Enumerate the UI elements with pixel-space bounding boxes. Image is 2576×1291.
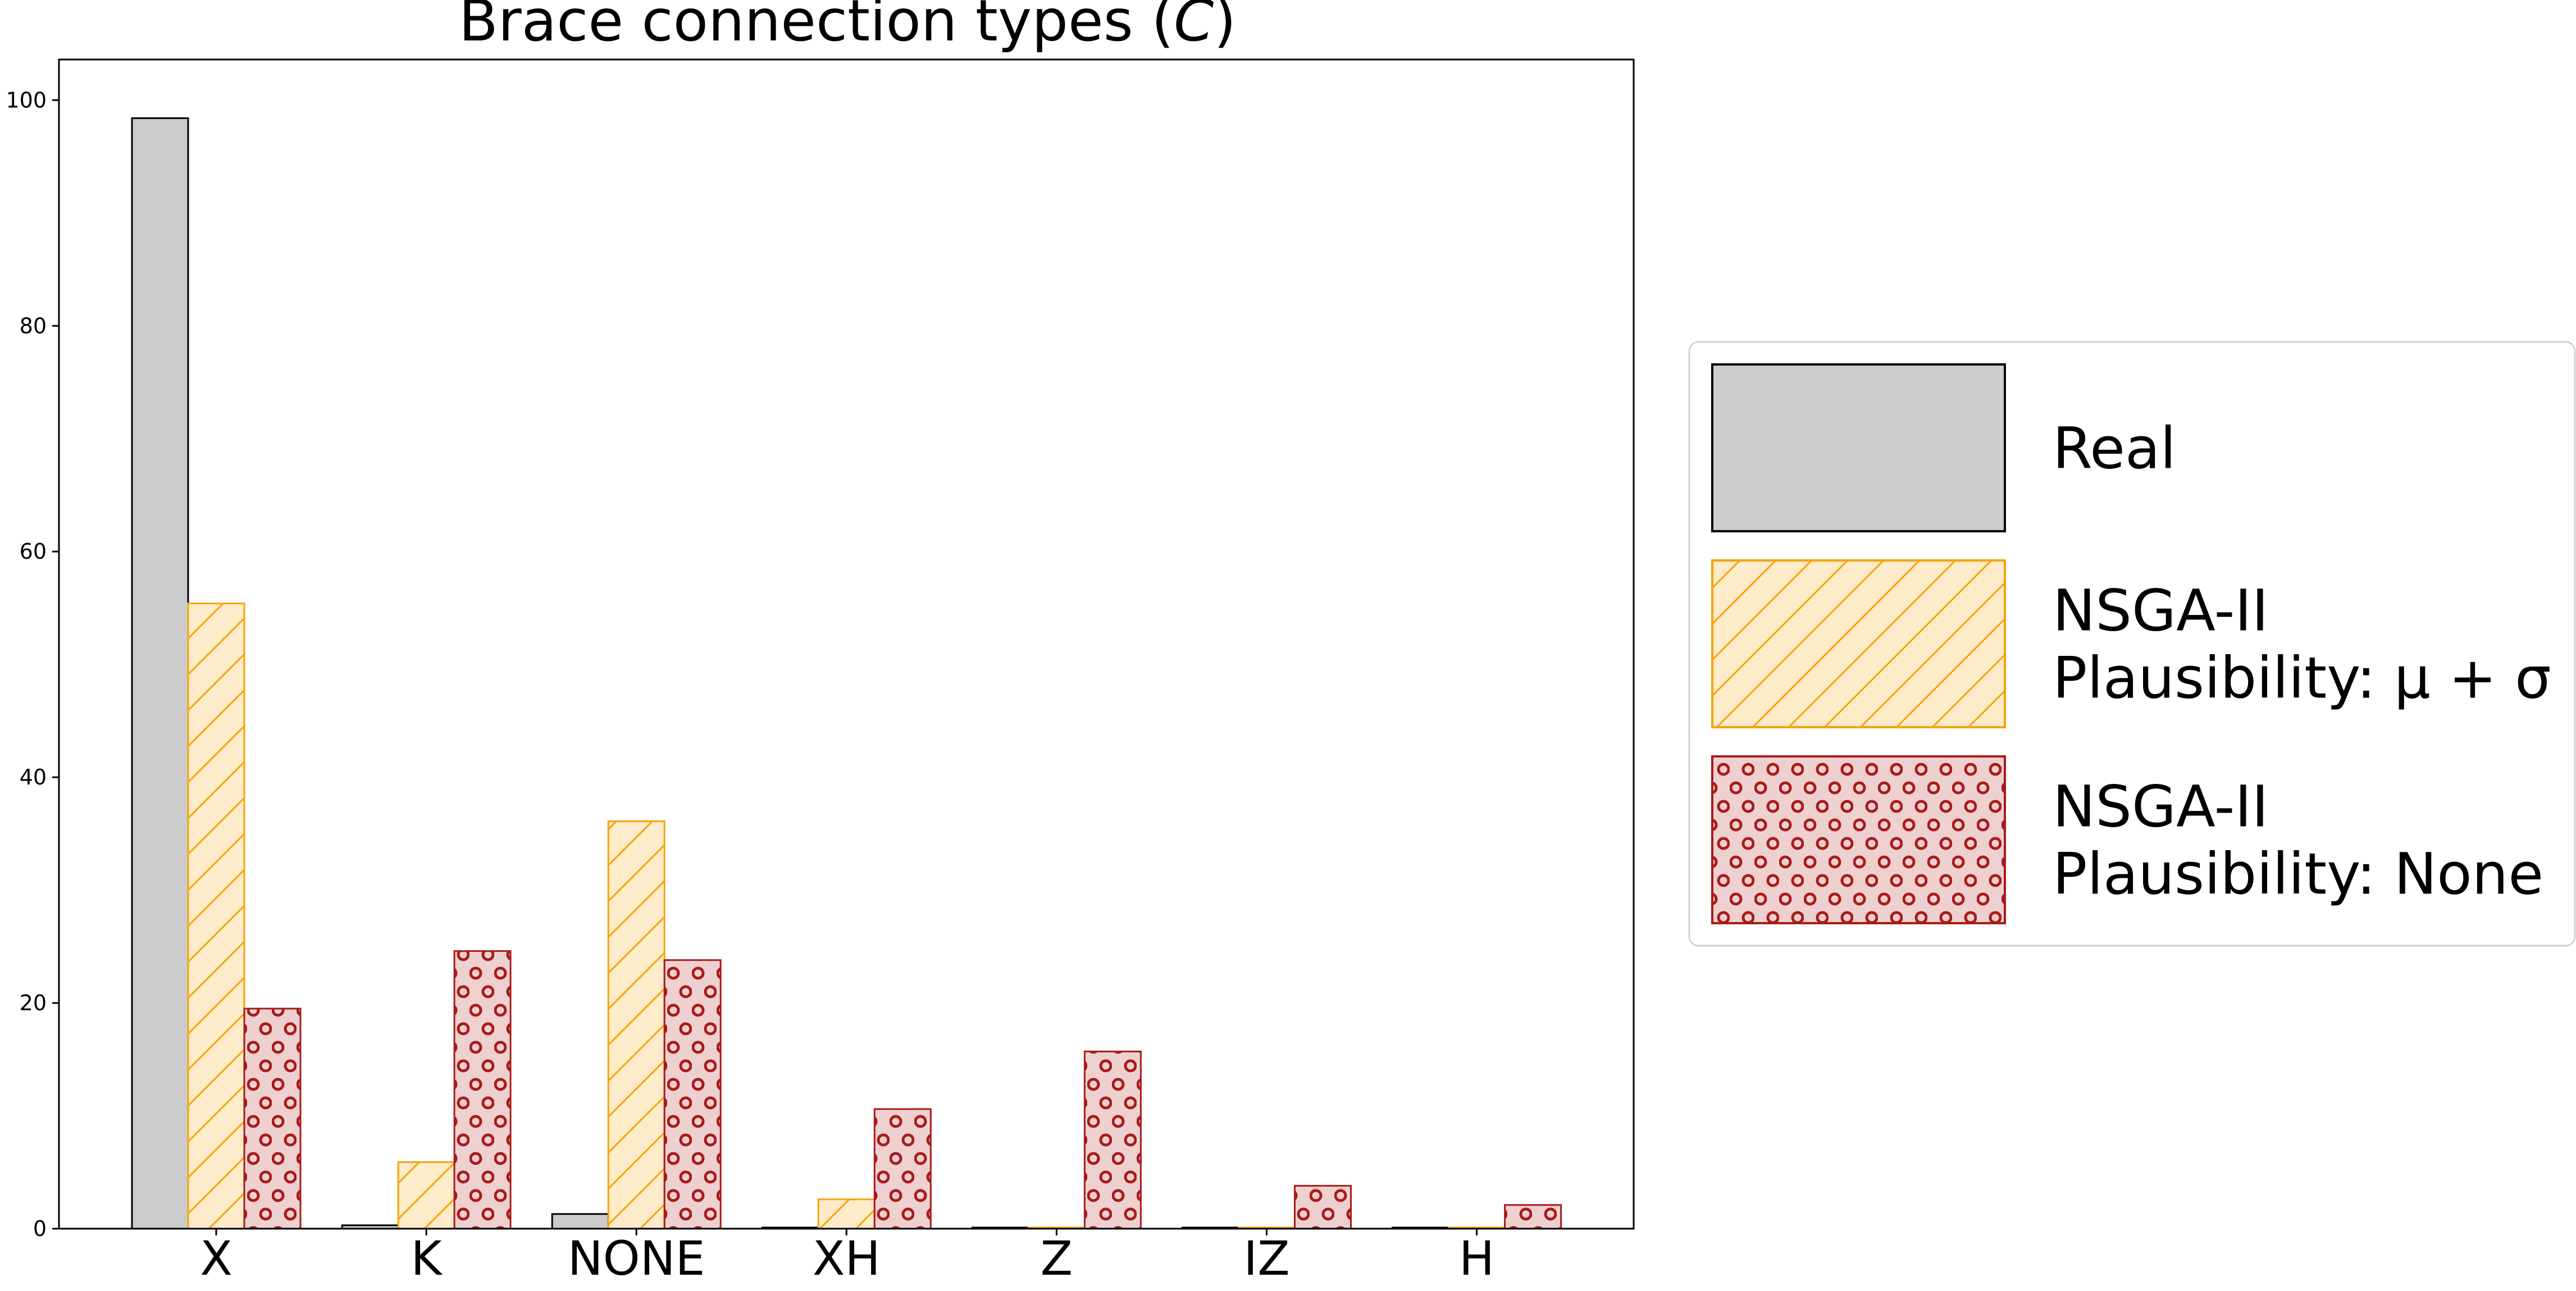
x-tick-label: Z xyxy=(1041,1231,1073,1286)
bar xyxy=(663,959,722,1230)
bar xyxy=(187,603,245,1230)
x-tick-label: IZ xyxy=(1243,1231,1289,1286)
x-tick-label: XH xyxy=(813,1231,881,1286)
plot-area-frame xyxy=(58,58,1635,1230)
legend-swatch xyxy=(1711,755,2006,924)
y-tick-label: 80 xyxy=(20,313,47,338)
legend-swatch xyxy=(1711,363,2006,532)
bar xyxy=(453,950,512,1230)
y-tick-label: 60 xyxy=(20,539,47,564)
legend-label: Plausibility: None xyxy=(2053,841,2543,908)
legend-entry: Real xyxy=(1711,363,2176,532)
x-tick-label: NONE xyxy=(568,1231,705,1286)
bar xyxy=(873,1108,932,1230)
x-tick-label: X xyxy=(200,1231,232,1286)
x-tick-label: H xyxy=(1459,1231,1494,1286)
bar xyxy=(817,1198,876,1230)
bar xyxy=(551,1213,609,1230)
legend-label: Plausibility: μ + σ xyxy=(2053,645,2551,712)
bar xyxy=(243,1007,302,1230)
y-tick-label: 0 xyxy=(33,1216,47,1241)
legend-swatch xyxy=(1711,559,2006,728)
y-axis: 0 20 40 60 80 100 xyxy=(6,88,59,1241)
bar xyxy=(1294,1185,1352,1230)
y-tick-label: 40 xyxy=(20,765,47,790)
legend-label: NSGA-II xyxy=(2053,578,2269,645)
legend-label: NSGA-II xyxy=(2053,774,2269,841)
y-tick-label: 20 xyxy=(20,991,47,1015)
bar xyxy=(397,1161,455,1230)
bar xyxy=(131,117,189,1230)
bars xyxy=(131,117,1562,1230)
bar xyxy=(607,820,665,1230)
bar xyxy=(1504,1204,1562,1230)
legend-label: Real xyxy=(2053,416,2176,482)
y-tick-label: 100 xyxy=(6,88,47,112)
x-tick-label: K xyxy=(411,1231,443,1286)
x-axis: X K NONE XH Z IZ H xyxy=(200,1229,1494,1286)
bar xyxy=(1083,1050,1142,1230)
chart-title: Brace connection types (C) xyxy=(459,0,1236,54)
